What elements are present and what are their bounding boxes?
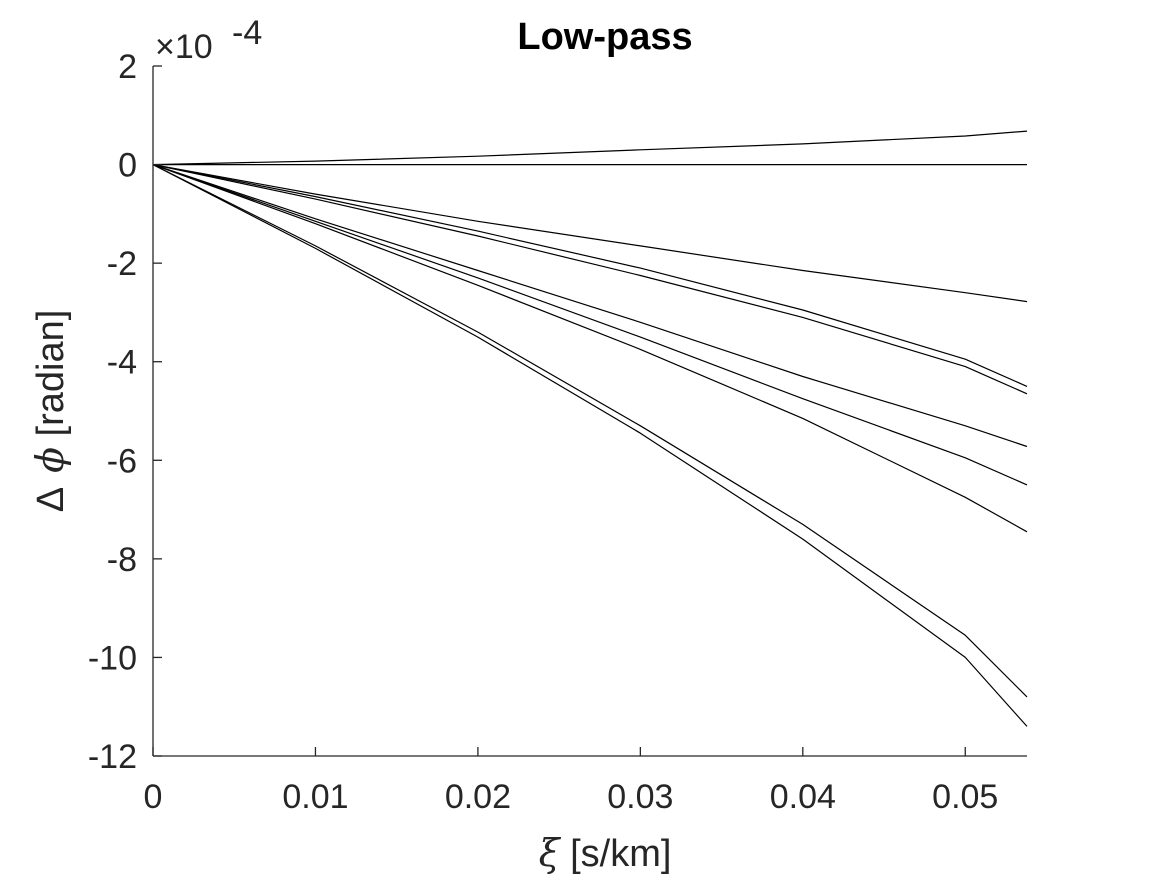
series-line-1 xyxy=(152,130,1028,166)
series-line-10 xyxy=(152,164,1028,727)
y-tick-label: -2 xyxy=(107,245,137,283)
x-tick-label: 0.05 xyxy=(932,778,998,816)
y-exponent-base: ×10 xyxy=(155,28,213,66)
series-line-4 xyxy=(152,164,1028,387)
axes xyxy=(152,65,1027,757)
y-tick-label: -8 xyxy=(107,541,137,579)
x-axis-unit: [s/km] xyxy=(560,833,672,875)
series-line-5 xyxy=(152,164,1028,395)
y-tick-label: -6 xyxy=(107,442,137,480)
series-line-7 xyxy=(152,164,1028,486)
chart-title: Low-pass xyxy=(517,16,692,58)
series-line-6 xyxy=(152,164,1028,448)
x-axis-symbol: ξ xyxy=(539,831,562,875)
x-tick-label: 0 xyxy=(144,778,163,816)
x-tick-label: 0.01 xyxy=(282,778,348,816)
series-line-3 xyxy=(152,164,1028,303)
series-line-8 xyxy=(152,164,1028,533)
y-tick-label: -12 xyxy=(88,738,137,776)
y-axis-delta-symbol: Δ xyxy=(30,487,72,512)
y-exponent-label: ×10 -4 xyxy=(155,14,262,66)
x-tick-labels: 0 0.01 0.02 0.03 0.04 0.05 xyxy=(144,778,999,816)
x-axis-label: ξ [s/km] xyxy=(539,831,672,875)
y-exponent-power: -4 xyxy=(232,14,262,52)
series-line-9 xyxy=(152,164,1028,698)
series-group xyxy=(152,130,1028,727)
y-tick-label: 0 xyxy=(118,147,137,185)
x-tick-label: 0.02 xyxy=(445,778,511,816)
y-axis-label: Δϕ [radian] xyxy=(28,310,72,513)
y-axis-phi-symbol: ϕ xyxy=(28,447,72,473)
y-tick-label: -10 xyxy=(88,639,137,677)
y-tick-labels: 2 0 -2 -4 -6 -8 -10 -12 xyxy=(88,48,137,776)
y-tick-label: -4 xyxy=(107,344,137,382)
y-tick-label: 2 xyxy=(118,48,137,86)
x-tick-label: 0.04 xyxy=(770,778,836,816)
y-axis-unit: [radian] xyxy=(30,310,72,447)
x-tick-label: 0.03 xyxy=(607,778,673,816)
